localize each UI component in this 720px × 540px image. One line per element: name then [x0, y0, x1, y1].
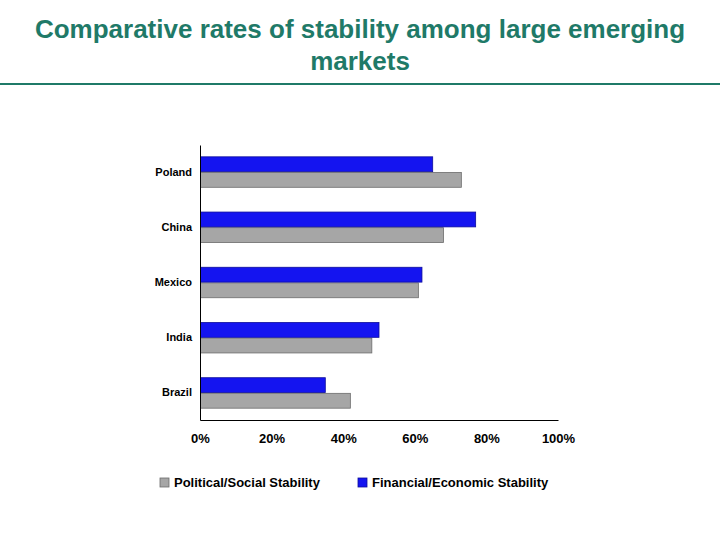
x-tick-label: 40%: [331, 431, 357, 446]
bar: [200, 393, 350, 408]
legend-swatch: [358, 478, 367, 487]
y-axis-line: [200, 146, 201, 421]
y-tick-label: Brazil: [162, 386, 192, 398]
y-tick: China: [161, 221, 200, 233]
bar: [200, 267, 422, 282]
y-tick: Brazil: [162, 386, 200, 398]
bar: [200, 212, 476, 227]
bars: [200, 157, 476, 408]
x-tick-label: 0%: [191, 431, 210, 446]
title: Comparative rates of stability among lar…: [35, 14, 685, 76]
x-tick: 80%: [474, 420, 500, 446]
y-tick-label: China: [161, 221, 192, 233]
y-tick-label: Mexico: [155, 276, 193, 288]
y-axis: Poland China Mexico India Brazil: [155, 146, 201, 421]
title-rule: [0, 83, 720, 85]
bar: [200, 228, 443, 243]
legend-label: Political/Social Stability: [174, 475, 321, 490]
x-axis: 0% 20% 40% 60% 80% 100%: [191, 420, 575, 446]
y-tick: India: [166, 331, 200, 343]
bar: [200, 283, 418, 298]
x-tick: 60%: [402, 420, 428, 446]
bar: [200, 378, 325, 393]
bar: [200, 338, 372, 353]
bar: [200, 157, 433, 172]
chart: Comparative rates of stability among lar…: [0, 0, 720, 540]
legend-swatch: [160, 478, 169, 487]
y-tick-label: India: [166, 331, 193, 343]
x-tick: 20%: [259, 420, 285, 446]
legend-label: Financial/Economic Stability: [372, 475, 549, 490]
x-tick-label: 100%: [542, 431, 576, 446]
bar: [200, 322, 379, 337]
x-tick: 0%: [191, 420, 210, 446]
x-tick-label: 60%: [402, 431, 428, 446]
x-tick: 100%: [542, 420, 576, 446]
y-tick-label: Poland: [155, 166, 192, 178]
legend: Political/Social Stability Financial/Econ…: [160, 475, 549, 490]
x-axis-line: [201, 420, 559, 421]
x-tick-label: 80%: [474, 431, 500, 446]
x-tick: 40%: [331, 420, 357, 446]
x-tick-label: 20%: [259, 431, 285, 446]
bar: [200, 172, 461, 187]
y-tick: Mexico: [155, 276, 200, 288]
y-tick: Poland: [155, 166, 200, 178]
